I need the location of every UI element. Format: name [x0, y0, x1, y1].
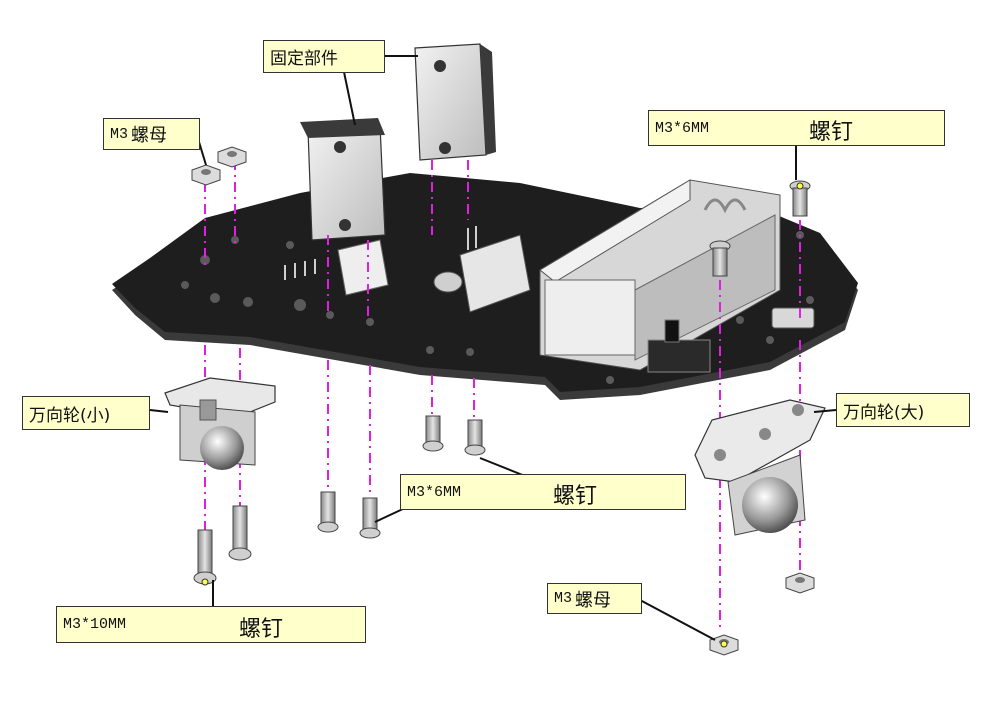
nut-top-left — [191, 164, 221, 186]
label-screw-middle-spec: M3*6MM — [407, 483, 462, 501]
label-fixing-part-text: 固定部件 — [270, 49, 338, 69]
caster-large — [694, 399, 826, 536]
screw-middle-3 — [317, 491, 339, 533]
label-caster-large: 万向轮(大) — [836, 393, 970, 427]
label-fixing-part: 固定部件 — [263, 40, 385, 73]
screw-long-right — [228, 505, 252, 561]
fixing-block-left — [300, 118, 386, 241]
label-caster-large-text: 万向轮(大) — [843, 402, 925, 423]
label-screw-bottom-left: M3*10MM 螺钉 — [56, 606, 366, 643]
label-nut-bottom-spec: M3 — [554, 590, 573, 607]
screw-middle-1 — [422, 415, 444, 452]
screw-middle-4 — [359, 497, 381, 539]
label-screw-bottom-left-name: 螺钉 — [239, 617, 284, 642]
header-connector — [284, 226, 531, 313]
label-screw-top-right-name: 螺钉 — [809, 120, 854, 145]
label-nut-bottom-name: 螺母 — [575, 589, 612, 611]
fixing-block-right — [414, 43, 496, 161]
usb-port — [771, 307, 815, 329]
leader-dots — [201, 182, 804, 648]
screw-middle-2 — [464, 419, 486, 456]
label-nut-top-name: 螺母 — [131, 125, 168, 146]
nut-top-center — [217, 146, 247, 168]
label-nut-top: M3 螺母 — [103, 118, 200, 150]
screw-top-right-2 — [709, 240, 731, 277]
power-switch — [647, 319, 711, 373]
label-screw-bottom-left-spec: M3*10MM — [63, 616, 127, 633]
caster-small — [164, 377, 276, 470]
label-caster-small: 万向轮(小) — [22, 396, 150, 430]
nut-bottom-right — [785, 572, 815, 594]
label-screw-middle: M3*6MM 螺钉 — [400, 474, 686, 510]
screw-long-left — [193, 529, 217, 585]
label-screw-top-right-spec: M3*6MM — [655, 119, 710, 137]
label-nut-bottom: M3 螺母 — [547, 583, 642, 614]
label-screw-top-right: M3*6MM 螺钉 — [648, 110, 945, 146]
label-nut-top-spec: M3 — [110, 125, 129, 143]
label-caster-small-text: 万向轮(小) — [29, 405, 111, 426]
label-screw-middle-name: 螺钉 — [553, 484, 598, 509]
